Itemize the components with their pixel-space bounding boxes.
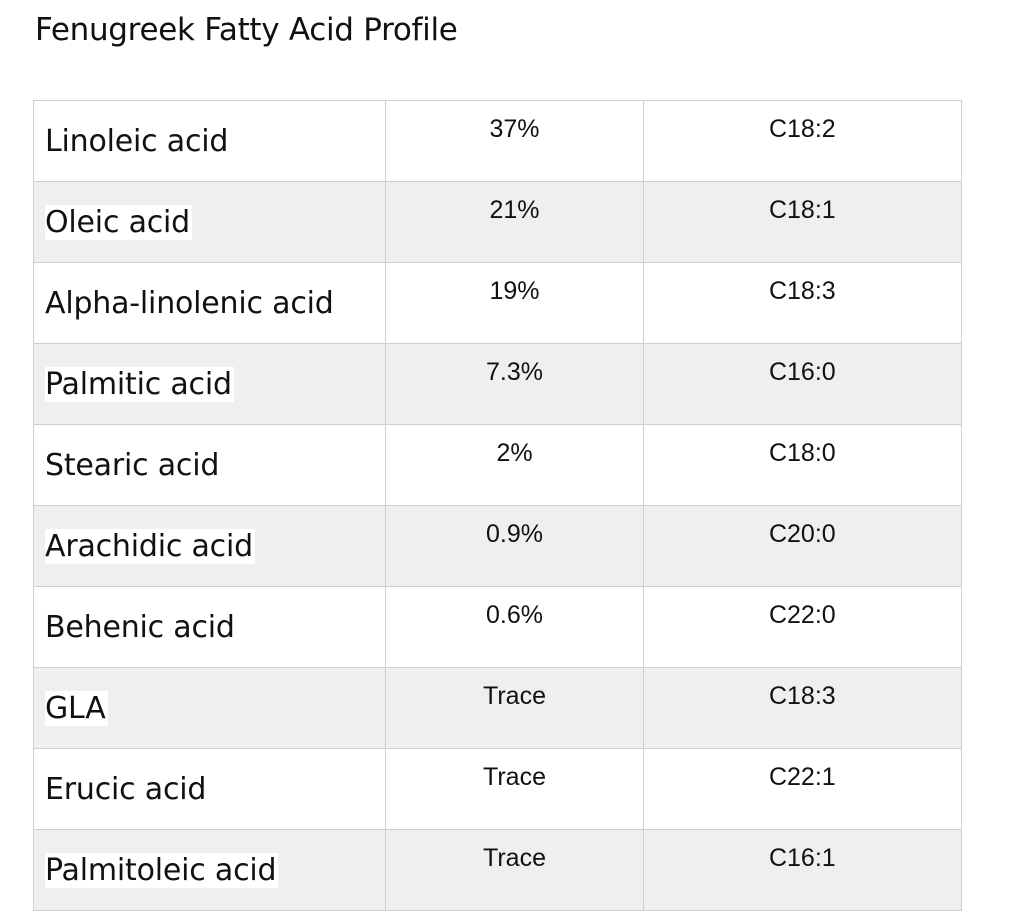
table-row: Palmitic acid 7.3% C16:0 <box>32 343 963 425</box>
carbon-notation-cell: C16:0 <box>642 343 963 425</box>
percentage-cell: 21% <box>385 181 644 263</box>
fatty-acid-name: Erucic acid <box>45 771 209 807</box>
carbon-notation-cell: C18:3 <box>642 262 963 344</box>
carbon-notation-cell: C18:2 <box>642 100 963 182</box>
percentage-cell: Trace <box>385 829 644 911</box>
percentage-cell: 37% <box>385 100 644 182</box>
table-row: Behenic acid 0.6% C22:0 <box>32 586 963 668</box>
carbon-notation-cell: C22:1 <box>642 748 963 830</box>
fatty-acid-name: Oleic acid <box>45 204 193 240</box>
carbon-notation-cell: C18:0 <box>642 424 963 506</box>
fatty-acid-name-cell: Palmitic acid <box>32 343 387 425</box>
fatty-acid-name: Arachidic acid <box>45 528 255 564</box>
table-row: Stearic acid 2% C18:0 <box>32 424 963 506</box>
table-row: Arachidic acid 0.9% C20:0 <box>32 505 963 587</box>
percentage-cell: Trace <box>385 748 644 830</box>
fatty-acid-name: Palmitic acid <box>45 366 234 402</box>
fatty-acid-name: Linoleic acid <box>45 123 231 159</box>
fatty-acid-name-cell: Oleic acid <box>32 181 387 263</box>
fatty-acid-name-cell: Alpha-linolenic acid <box>32 262 387 344</box>
fatty-acid-name-cell: Erucic acid <box>32 748 387 830</box>
percentage-cell: 2% <box>385 424 644 506</box>
fatty-acid-name: GLA <box>45 690 108 726</box>
percentage-cell: 7.3% <box>385 343 644 425</box>
fatty-acid-name-cell: Linoleic acid <box>32 100 387 182</box>
carbon-notation-cell: C16:1 <box>642 829 963 911</box>
fatty-acid-name-cell: Stearic acid <box>32 424 387 506</box>
carbon-notation-cell: C22:0 <box>642 586 963 668</box>
fatty-acid-name-cell: Arachidic acid <box>32 505 387 587</box>
fatty-acid-name-cell: GLA <box>32 667 387 749</box>
table-row: Oleic acid 21% C18:1 <box>32 181 963 263</box>
percentage-cell: 19% <box>385 262 644 344</box>
table-row: Linoleic acid 37% C18:2 <box>32 100 963 182</box>
fatty-acid-name: Behenic acid <box>45 609 237 645</box>
fatty-acid-name: Palmitoleic acid <box>45 852 279 888</box>
fatty-acid-name-cell: Palmitoleic acid <box>32 829 387 911</box>
page-title: Fenugreek Fatty Acid Profile <box>35 12 458 48</box>
percentage-cell: 0.9% <box>385 505 644 587</box>
percentage-cell: 0.6% <box>385 586 644 668</box>
carbon-notation-cell: C18:1 <box>642 181 963 263</box>
table-row: Alpha-linolenic acid 19% C18:3 <box>32 262 963 344</box>
fatty-acid-name-cell: Behenic acid <box>32 586 387 668</box>
table-row: Palmitoleic acid Trace C16:1 <box>32 829 963 911</box>
fatty-acid-table: Linoleic acid 37% C18:2 Oleic acid 21% C… <box>32 100 963 911</box>
fatty-acid-name: Stearic acid <box>45 447 222 483</box>
fatty-acid-name: Alpha-linolenic acid <box>45 285 336 321</box>
table-row: Erucic acid Trace C22:1 <box>32 748 963 830</box>
percentage-cell: Trace <box>385 667 644 749</box>
carbon-notation-cell: C20:0 <box>642 505 963 587</box>
carbon-notation-cell: C18:3 <box>642 667 963 749</box>
table-row: GLA Trace C18:3 <box>32 667 963 749</box>
